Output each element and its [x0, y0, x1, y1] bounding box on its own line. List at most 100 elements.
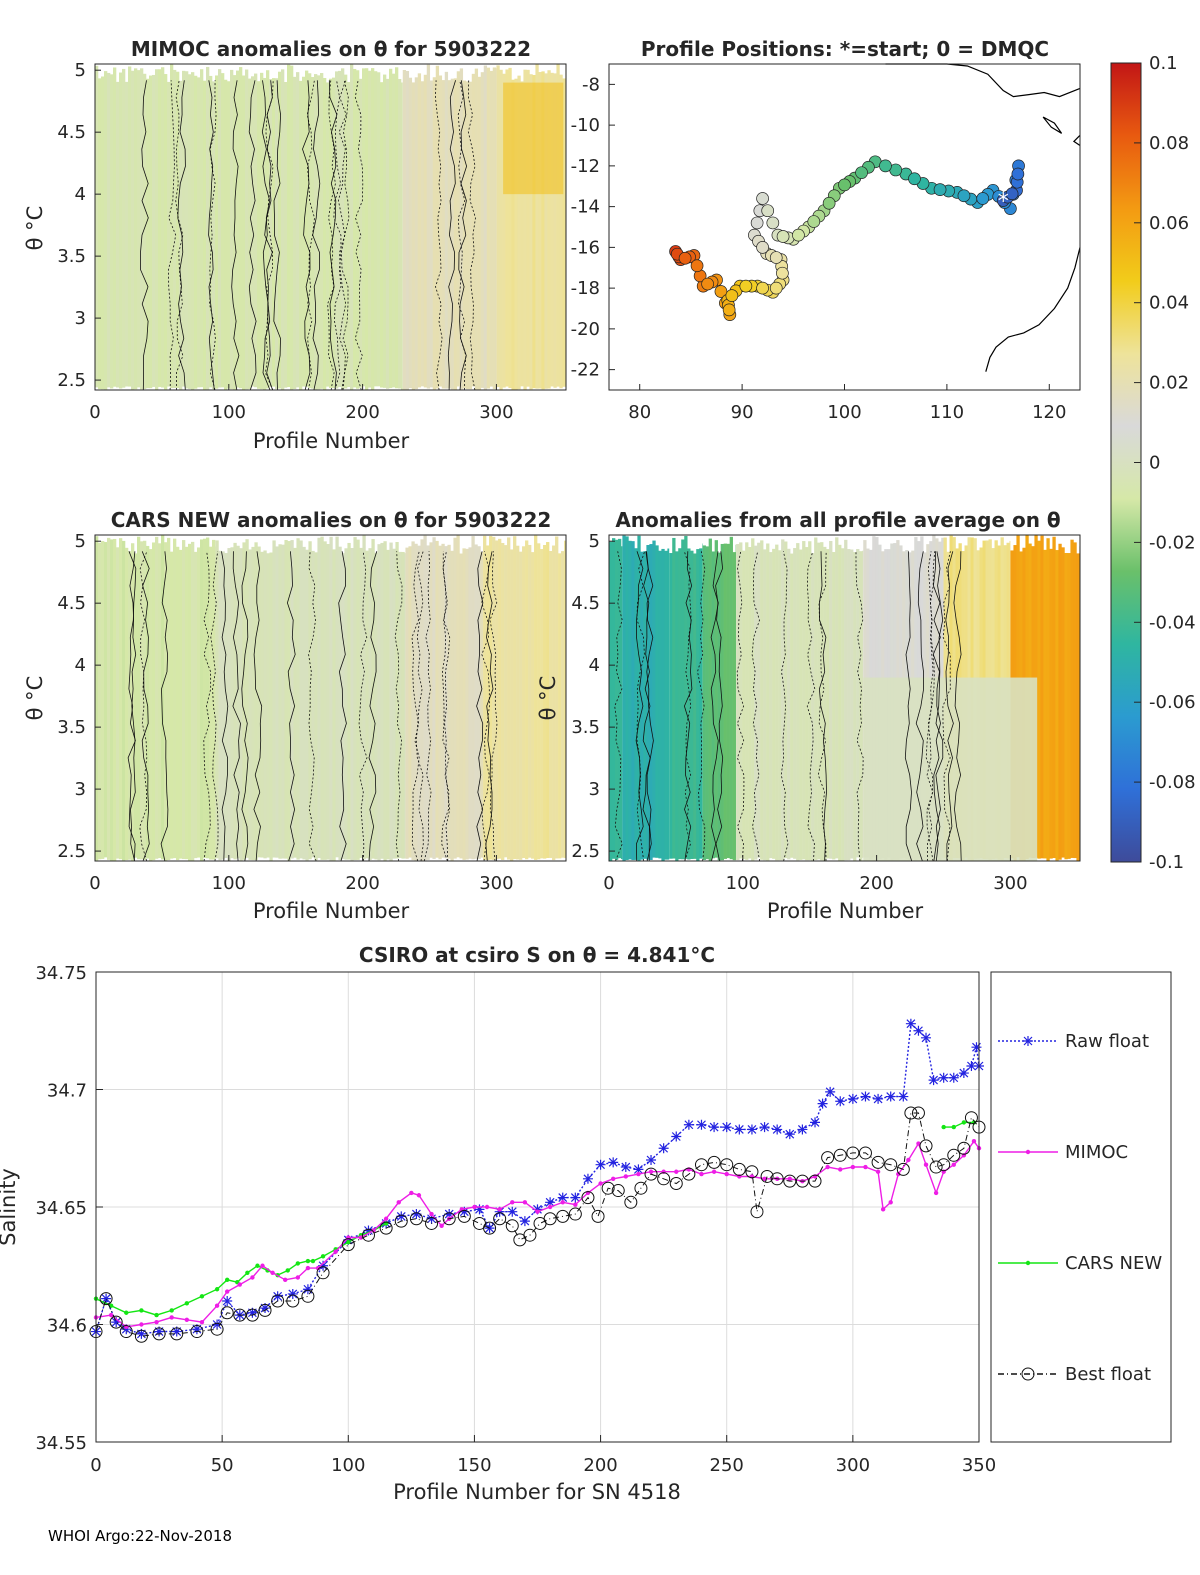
contour-line	[645, 551, 654, 862]
contour-line	[736, 551, 745, 862]
heatmap-cell	[329, 78, 333, 388]
mimoc-marker	[295, 1275, 301, 1280]
heatmap-cell	[441, 543, 445, 858]
contour-line	[208, 80, 215, 391]
raw-float-marker	[810, 1117, 821, 1128]
contour-line	[221, 551, 229, 862]
mimoc-marker	[416, 1193, 422, 1198]
colorbar-tick-label: 0.04	[1149, 293, 1189, 314]
x-tick-label: 250	[710, 1455, 744, 1476]
heatmap-cell	[179, 549, 183, 859]
raw-float-marker	[595, 1159, 606, 1170]
anomalies-x-ticks: 0 100 200 300	[603, 855, 1028, 894]
y-tick-label: 4	[75, 184, 86, 205]
heatmap-cell	[341, 553, 345, 860]
cars-marker	[169, 1308, 174, 1313]
heatmap-cell	[131, 70, 135, 390]
heatmap-cell	[311, 77, 315, 389]
heatmap-cell	[826, 549, 830, 859]
heatmap-cell	[625, 536, 629, 861]
heatmap-cell	[474, 68, 479, 390]
heatmap-cell	[242, 542, 246, 860]
cars-marker	[124, 1310, 129, 1315]
raw-float-marker	[885, 1091, 896, 1102]
best-float-marker	[457, 1209, 471, 1223]
heatmap-cell	[555, 536, 559, 859]
heatmap-cell	[203, 80, 207, 390]
heatmap-cell	[468, 547, 472, 859]
cars-marker	[224, 1277, 230, 1283]
contour-line	[160, 551, 169, 862]
heatmap-cell	[450, 550, 454, 861]
heatmap-cell	[278, 544, 282, 859]
contour-line	[751, 551, 760, 862]
mimoc-marker	[439, 1223, 444, 1229]
contour-line	[286, 551, 296, 862]
heatmap-cell	[423, 74, 428, 388]
mimoc-marker	[139, 1322, 144, 1327]
footer-date: WHOI Argo:22-Nov-2018	[48, 1527, 232, 1545]
contour-line	[302, 80, 311, 391]
heatmap-cell	[631, 541, 635, 861]
contour-line	[264, 80, 273, 391]
heatmap-cell	[350, 547, 354, 861]
heatmap-cell	[1076, 553, 1080, 861]
contour-line	[231, 80, 240, 391]
raw-float-marker	[898, 1091, 909, 1102]
profile-position-marker	[739, 279, 753, 293]
heatmap-cell	[149, 75, 153, 389]
mimoc-marker	[429, 1211, 434, 1217]
heatmap-cell	[405, 547, 409, 859]
x-tick-label: 100	[827, 402, 861, 423]
heatmap-cell	[380, 542, 384, 859]
colorbar-tick-label: 0.02	[1149, 373, 1189, 394]
heatmap-cell	[655, 545, 659, 858]
heatmap-cell	[176, 71, 180, 388]
best-float-marker	[190, 1325, 204, 1339]
heatmap-cell	[206, 537, 210, 859]
heatmap-cell	[251, 546, 255, 861]
mimoc-marker	[333, 1249, 338, 1254]
heatmap-cell	[161, 67, 165, 388]
heatmap-cell	[517, 75, 521, 390]
heatmap-cell	[257, 81, 261, 389]
colorbar-tick-label: 0.08	[1149, 133, 1189, 154]
x-tick-label: 300	[993, 873, 1027, 894]
best-float-marker	[543, 1212, 557, 1226]
y-tick-label: 3.5	[57, 717, 86, 738]
heatmap-cell	[643, 551, 647, 859]
heatmap-cell	[483, 535, 487, 860]
best-float-marker	[119, 1325, 133, 1339]
heatmap-cell	[158, 69, 162, 387]
raw-float-marker	[721, 1122, 732, 1133]
heatmap-cell	[362, 68, 366, 387]
profile-position-marker	[756, 192, 769, 205]
best-float-marker	[152, 1327, 166, 1341]
mimoc-marker	[547, 1204, 553, 1210]
profile-position-marker	[722, 303, 736, 317]
heatmap-cell	[687, 548, 691, 860]
heatmap-cell	[609, 541, 613, 861]
cars-marker	[214, 1287, 220, 1292]
raw-float-marker	[222, 1296, 233, 1306]
mimoc-marker	[214, 1303, 220, 1308]
heatmap-cell	[371, 68, 375, 390]
raw-float-marker	[671, 1131, 682, 1142]
heatmap-cell	[398, 551, 402, 858]
raw-float-marker	[121, 1324, 132, 1335]
mimoc-marker	[573, 1202, 578, 1207]
heatmap-cell	[395, 542, 399, 859]
heatmap-cell	[726, 543, 730, 859]
raw-float-marker	[171, 1326, 182, 1337]
best-float-marker	[425, 1216, 439, 1230]
salinity-title: CSIRO at csiro S on θ = 4.841°C	[359, 943, 715, 967]
raw-float-marker	[734, 1124, 745, 1135]
contour-line	[177, 80, 186, 391]
y-tick-label: 3	[75, 308, 86, 329]
anomalies-axes-box	[608, 534, 1081, 862]
heatmap-cell	[811, 553, 815, 861]
heatmap-cell	[212, 81, 216, 390]
heatmap-cell	[221, 551, 225, 860]
best-float-marker	[937, 1158, 951, 1172]
